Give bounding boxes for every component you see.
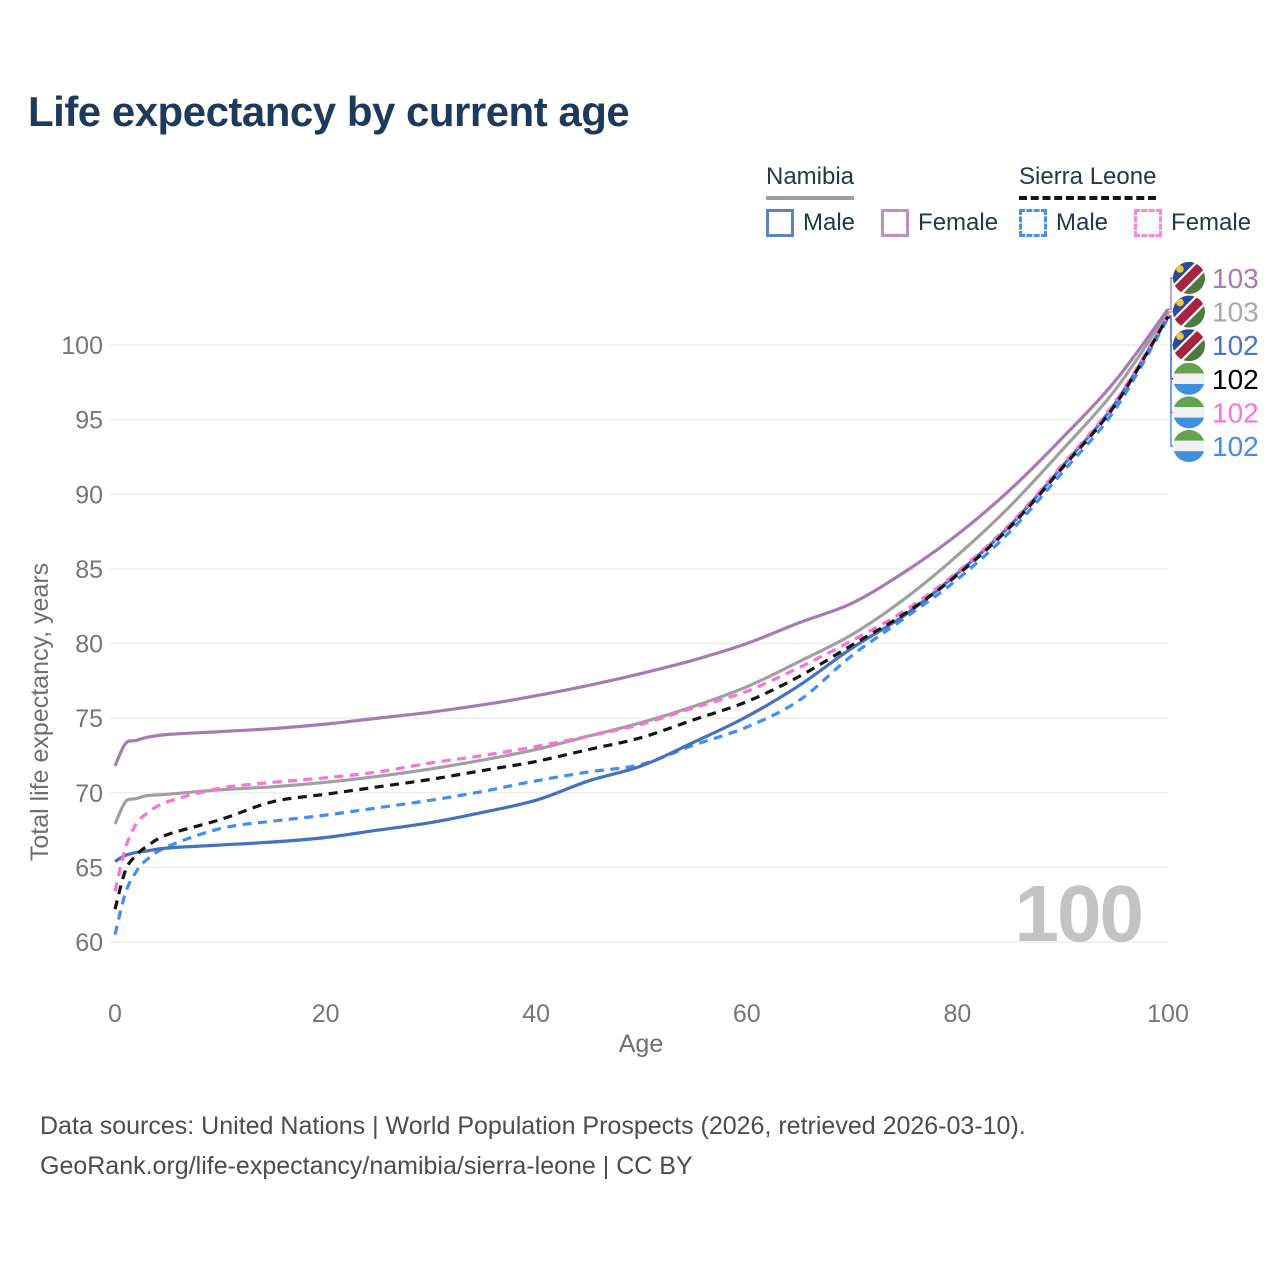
sierra-leone-flag-icon [1173, 396, 1205, 428]
x-tick-label-100: 100 [1147, 1000, 1189, 1028]
series-line-sierra-leone-both-sexes[interactable] [113, 315, 1170, 910]
footer: Data sources: United Nations | World Pop… [40, 1106, 1026, 1186]
y-tick-label-85: 85 [75, 556, 103, 584]
y-tick-label-100: 100 [61, 332, 103, 360]
end-value-label-sierra-leone-male: 102 [1212, 431, 1259, 462]
legend-item-namibia-male[interactable]: Male [766, 209, 855, 237]
legend-items-row: Male Female [1019, 209, 1277, 237]
namibia-flag-icon [1169, 325, 1209, 365]
legend-group-namibia: Namibia Male Female [766, 163, 1024, 237]
y-tick-label-80: 80 [75, 631, 103, 659]
series-line-namibia-both-sexes[interactable] [113, 311, 1170, 825]
legend-item-label: Female [918, 209, 999, 236]
y-tick-label-90: 90 [75, 481, 103, 509]
y-tick-label-75: 75 [75, 705, 103, 733]
namibia-flag-icon [1169, 292, 1209, 332]
end-value-label-sierra-leone-female: 102 [1212, 397, 1259, 428]
legend-item-namibia-female[interactable]: Female [881, 209, 998, 237]
footer-attribution-url: GeoRank.org/life-expectancy/namibia/sier… [40, 1152, 693, 1180]
x-tick-label-60: 60 [733, 1000, 761, 1028]
x-tick-label-80: 80 [943, 1000, 971, 1028]
y-tick-label-65: 65 [75, 854, 103, 882]
legend-swatch-icon [766, 209, 794, 237]
legend-swatch-icon [881, 209, 910, 237]
legend-item-label: Male [1056, 209, 1109, 236]
y-axis-title: Total life expectancy, years [26, 563, 54, 861]
legend-group-sierra-leone: Sierra Leone Male Female [1019, 163, 1277, 237]
end-value-label-namibia-both-sexes: 103 [1212, 297, 1259, 328]
legend-item-sierra-leone-female[interactable]: Female [1134, 209, 1251, 237]
end-value-label-namibia-female: 103 [1212, 263, 1259, 294]
x-tick-label-0: 0 [108, 1000, 122, 1028]
y-tick-label-60: 60 [75, 929, 103, 957]
x-axis-title: Age [619, 1030, 663, 1058]
y-tick-label-70: 70 [75, 780, 103, 808]
legend-item-sierra-leone-male[interactable]: Male [1019, 209, 1108, 237]
legend-country-label: Namibia [766, 163, 855, 200]
legend-swatch-icon [1019, 209, 1047, 237]
x-tick-label-20: 20 [312, 1000, 340, 1028]
footer-data-sources: Data sources: United Nations | World Pop… [40, 1112, 1026, 1140]
legend-item-label: Male [803, 209, 856, 236]
x-tick-label-40: 40 [522, 1000, 550, 1028]
age-counter-watermark: 100 [1015, 869, 1142, 958]
legend-swatch-icon [1134, 209, 1163, 237]
end-value-label-sierra-leone-both-sexes: 102 [1212, 364, 1259, 395]
series-line-namibia-male[interactable] [114, 315, 1170, 863]
legend-item-label: Female [1171, 209, 1252, 236]
series-line-namibia-female[interactable] [113, 308, 1170, 767]
end-label-connector-sierra-leone-female [1168, 314, 1176, 414]
legend-items-row: Male Female [766, 209, 1024, 237]
y-tick-label-95: 95 [75, 407, 103, 435]
legend: Namibia Male Female Sierra Leone Male Female [0, 0, 1280, 250]
page-title: Life expectancy by current age [28, 88, 630, 135]
sierra-leone-flag-icon [1173, 430, 1205, 462]
sierra-leone-flag-icon [1173, 363, 1205, 395]
namibia-flag-icon [1169, 258, 1209, 298]
legend-country-label: Sierra Leone [1019, 163, 1157, 200]
chart-canvas: 60 65 70 75 80 85 90 95 100 0 20 40 60 80 100 Age Total … [26, 0, 1259, 1058]
series-line-sierra-leone-female[interactable] [113, 314, 1170, 892]
end-value-label-namibia-male: 102 [1212, 330, 1259, 361]
